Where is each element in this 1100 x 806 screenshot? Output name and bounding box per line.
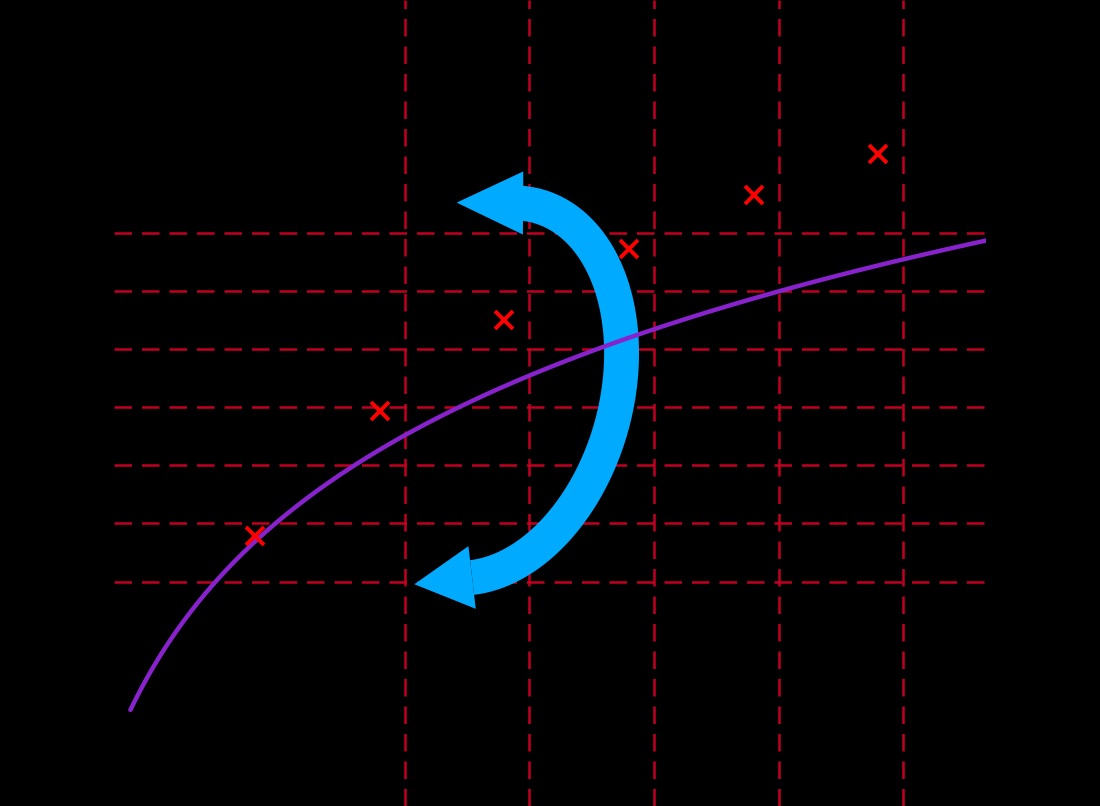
Polygon shape xyxy=(415,546,476,609)
Polygon shape xyxy=(470,185,639,595)
Polygon shape xyxy=(456,172,524,235)
